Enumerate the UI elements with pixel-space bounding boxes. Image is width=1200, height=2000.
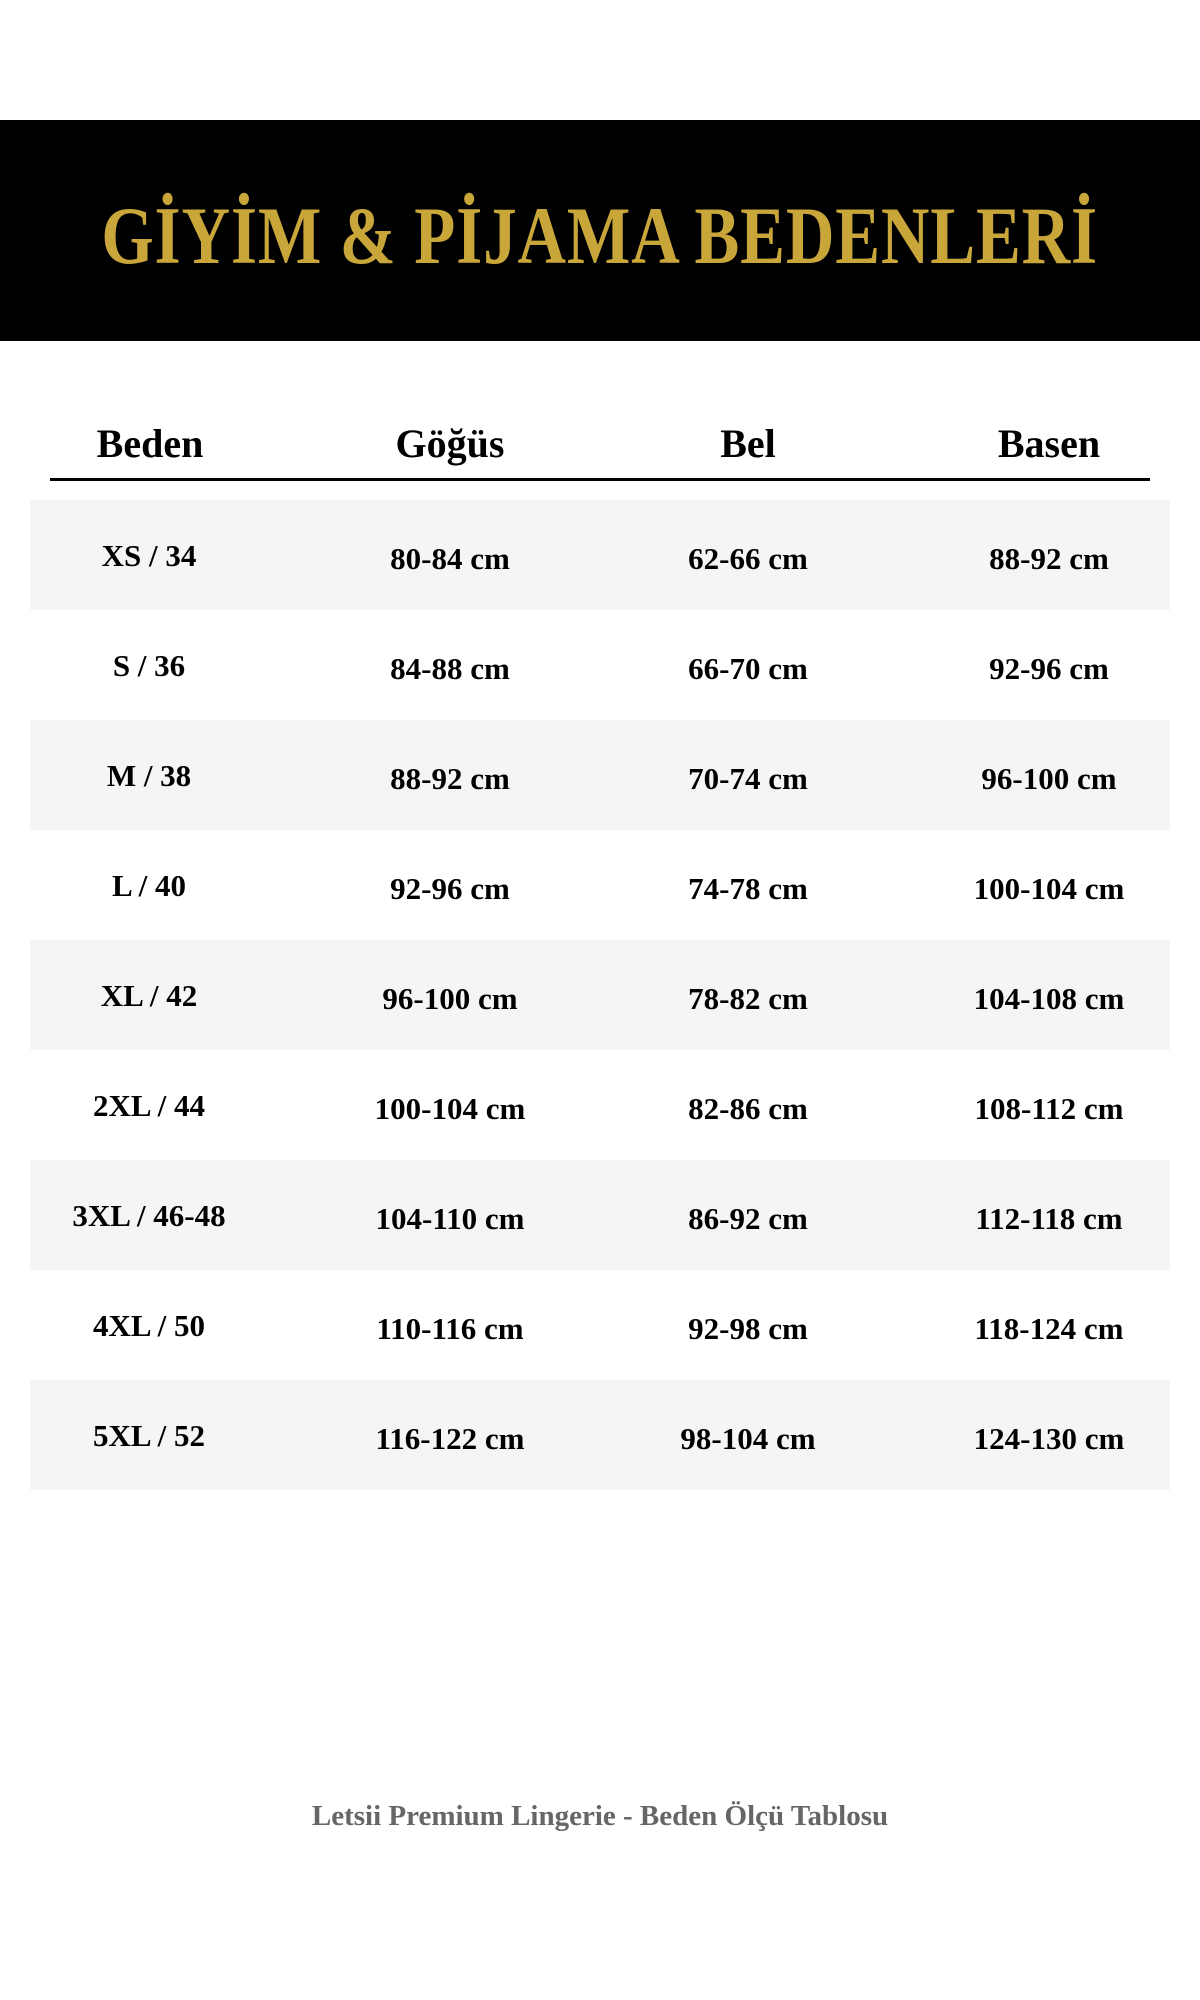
table-row: M / 38 88-92 cm 70-74 cm 96-100 cm: [30, 720, 1170, 830]
size-cell: S / 36: [112, 648, 186, 683]
hip-cell: 118-124 cm: [974, 1311, 1124, 1346]
waist-cell: 78-82 cm: [688, 981, 808, 1016]
size-cell: 2XL / 44: [93, 1088, 205, 1123]
bust-cell: 92-96 cm: [390, 871, 510, 906]
header-basen: Basen: [997, 421, 1101, 466]
hip-cell: 92-96 cm: [989, 651, 1109, 686]
table-row: 5XL / 52 116-122 cm 98-104 cm 124-130 cm: [30, 1380, 1170, 1490]
size-cell: 3XL / 46-48: [72, 1198, 226, 1233]
table-row: 4XL / 50 110-116 cm 92-98 cm 118-124 cm: [30, 1270, 1170, 1380]
table-header: Beden Göğüs Bel Basen: [0, 420, 1200, 480]
header-divider: [50, 478, 1150, 481]
table-row: XS / 34 80-84 cm 62-66 cm 88-92 cm: [30, 500, 1170, 610]
table-row: S / 36 84-88 cm 66-70 cm 92-96 cm: [30, 610, 1170, 720]
waist-cell: 70-74 cm: [688, 761, 808, 796]
header-bel: Bel: [720, 421, 776, 466]
hip-cell: 108-112 cm: [974, 1091, 1124, 1126]
waist-cell: 66-70 cm: [688, 651, 808, 686]
bust-cell: 104-110 cm: [375, 1201, 525, 1236]
size-cell: 4XL / 50: [93, 1308, 205, 1343]
size-cell: 5XL / 52: [93, 1418, 205, 1453]
bust-cell: 116-122 cm: [375, 1421, 525, 1456]
size-cell: L / 40: [111, 868, 187, 903]
header-beden: Beden: [96, 421, 204, 466]
bust-cell: 96-100 cm: [382, 981, 518, 1016]
waist-cell: 62-66 cm: [688, 541, 808, 576]
header-gogus: Göğüs: [395, 421, 505, 466]
table-row: XL / 42 96-100 cm 78-82 cm 104-108 cm: [30, 940, 1170, 1050]
waist-cell: 98-104 cm: [680, 1421, 816, 1456]
table-row: 3XL / 46-48 104-110 cm 86-92 cm 112-118 cm: [30, 1160, 1170, 1270]
bust-cell: 100-104 cm: [374, 1091, 526, 1126]
waist-cell: 82-86 cm: [688, 1091, 808, 1126]
table-row: 2XL / 44 100-104 cm 82-86 cm 108-112 cm: [30, 1050, 1170, 1160]
size-cell: XL / 42: [100, 978, 198, 1013]
footer-caption: Letsii Premium Lingerie - Beden Ölçü Tab…: [311, 1800, 889, 1832]
bust-cell: 84-88 cm: [390, 651, 510, 686]
hip-cell: 124-130 cm: [973, 1421, 1125, 1456]
hip-cell: 96-100 cm: [981, 761, 1117, 796]
title-banner: GİYİM & PİJAMA BEDENLERİ: [0, 120, 1200, 341]
bust-cell: 88-92 cm: [390, 761, 510, 796]
waist-cell: 74-78 cm: [688, 871, 808, 906]
hip-cell: 112-118 cm: [975, 1201, 1123, 1236]
size-cell: XS / 34: [101, 538, 197, 573]
bust-cell: 110-116 cm: [376, 1311, 524, 1346]
hip-cell: 100-104 cm: [973, 871, 1125, 906]
page-title: GİYİM & PİJAMA BEDENLERİ: [101, 189, 1099, 281]
table-row: L / 40 92-96 cm 74-78 cm 100-104 cm: [30, 830, 1170, 940]
waist-cell: 86-92 cm: [688, 1201, 808, 1236]
hip-cell: 88-92 cm: [989, 541, 1109, 576]
waist-cell: 92-98 cm: [688, 1311, 808, 1346]
size-table: XS / 34 80-84 cm 62-66 cm 88-92 cm S / 36 84-…: [30, 500, 1170, 1490]
hip-cell: 104-108 cm: [973, 981, 1125, 1016]
size-cell: M / 38: [106, 758, 192, 793]
bust-cell: 80-84 cm: [390, 541, 510, 576]
